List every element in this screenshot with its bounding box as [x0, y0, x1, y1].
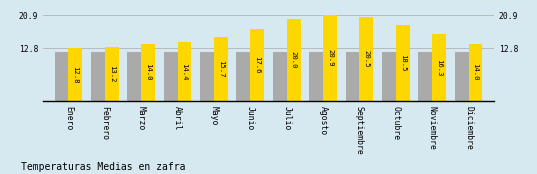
Text: Temperaturas Medias en zafra: Temperaturas Medias en zafra [21, 162, 186, 172]
Bar [396, 25, 410, 101]
Text: 14.0: 14.0 [145, 64, 151, 81]
Text: 20.0: 20.0 [291, 51, 296, 69]
Bar [105, 47, 119, 101]
Text: 18.5: 18.5 [400, 54, 406, 72]
Bar [91, 52, 105, 101]
Bar [323, 15, 337, 101]
Bar [273, 52, 287, 101]
Bar [178, 42, 191, 101]
Text: 14.4: 14.4 [182, 63, 187, 80]
Bar [346, 52, 359, 101]
Bar [432, 34, 446, 101]
Text: 14.0: 14.0 [473, 64, 478, 81]
Text: 15.7: 15.7 [218, 60, 224, 77]
Text: 16.3: 16.3 [436, 59, 442, 76]
Text: 17.6: 17.6 [254, 56, 260, 74]
Bar [141, 44, 155, 101]
Text: 13.2: 13.2 [108, 65, 115, 83]
Bar [250, 29, 264, 101]
Bar [127, 52, 141, 101]
Bar [418, 52, 432, 101]
Bar [469, 44, 482, 101]
Bar [55, 52, 68, 101]
Bar [455, 52, 469, 101]
Bar [68, 48, 82, 101]
Bar [359, 17, 373, 101]
Bar [164, 52, 178, 101]
Bar [214, 37, 228, 101]
Bar [236, 52, 250, 101]
Bar [287, 19, 301, 101]
Text: 20.9: 20.9 [327, 49, 333, 67]
Text: 12.8: 12.8 [72, 66, 78, 84]
Bar [200, 52, 214, 101]
Text: 20.5: 20.5 [364, 50, 369, 68]
Bar [309, 52, 323, 101]
Bar [382, 52, 396, 101]
